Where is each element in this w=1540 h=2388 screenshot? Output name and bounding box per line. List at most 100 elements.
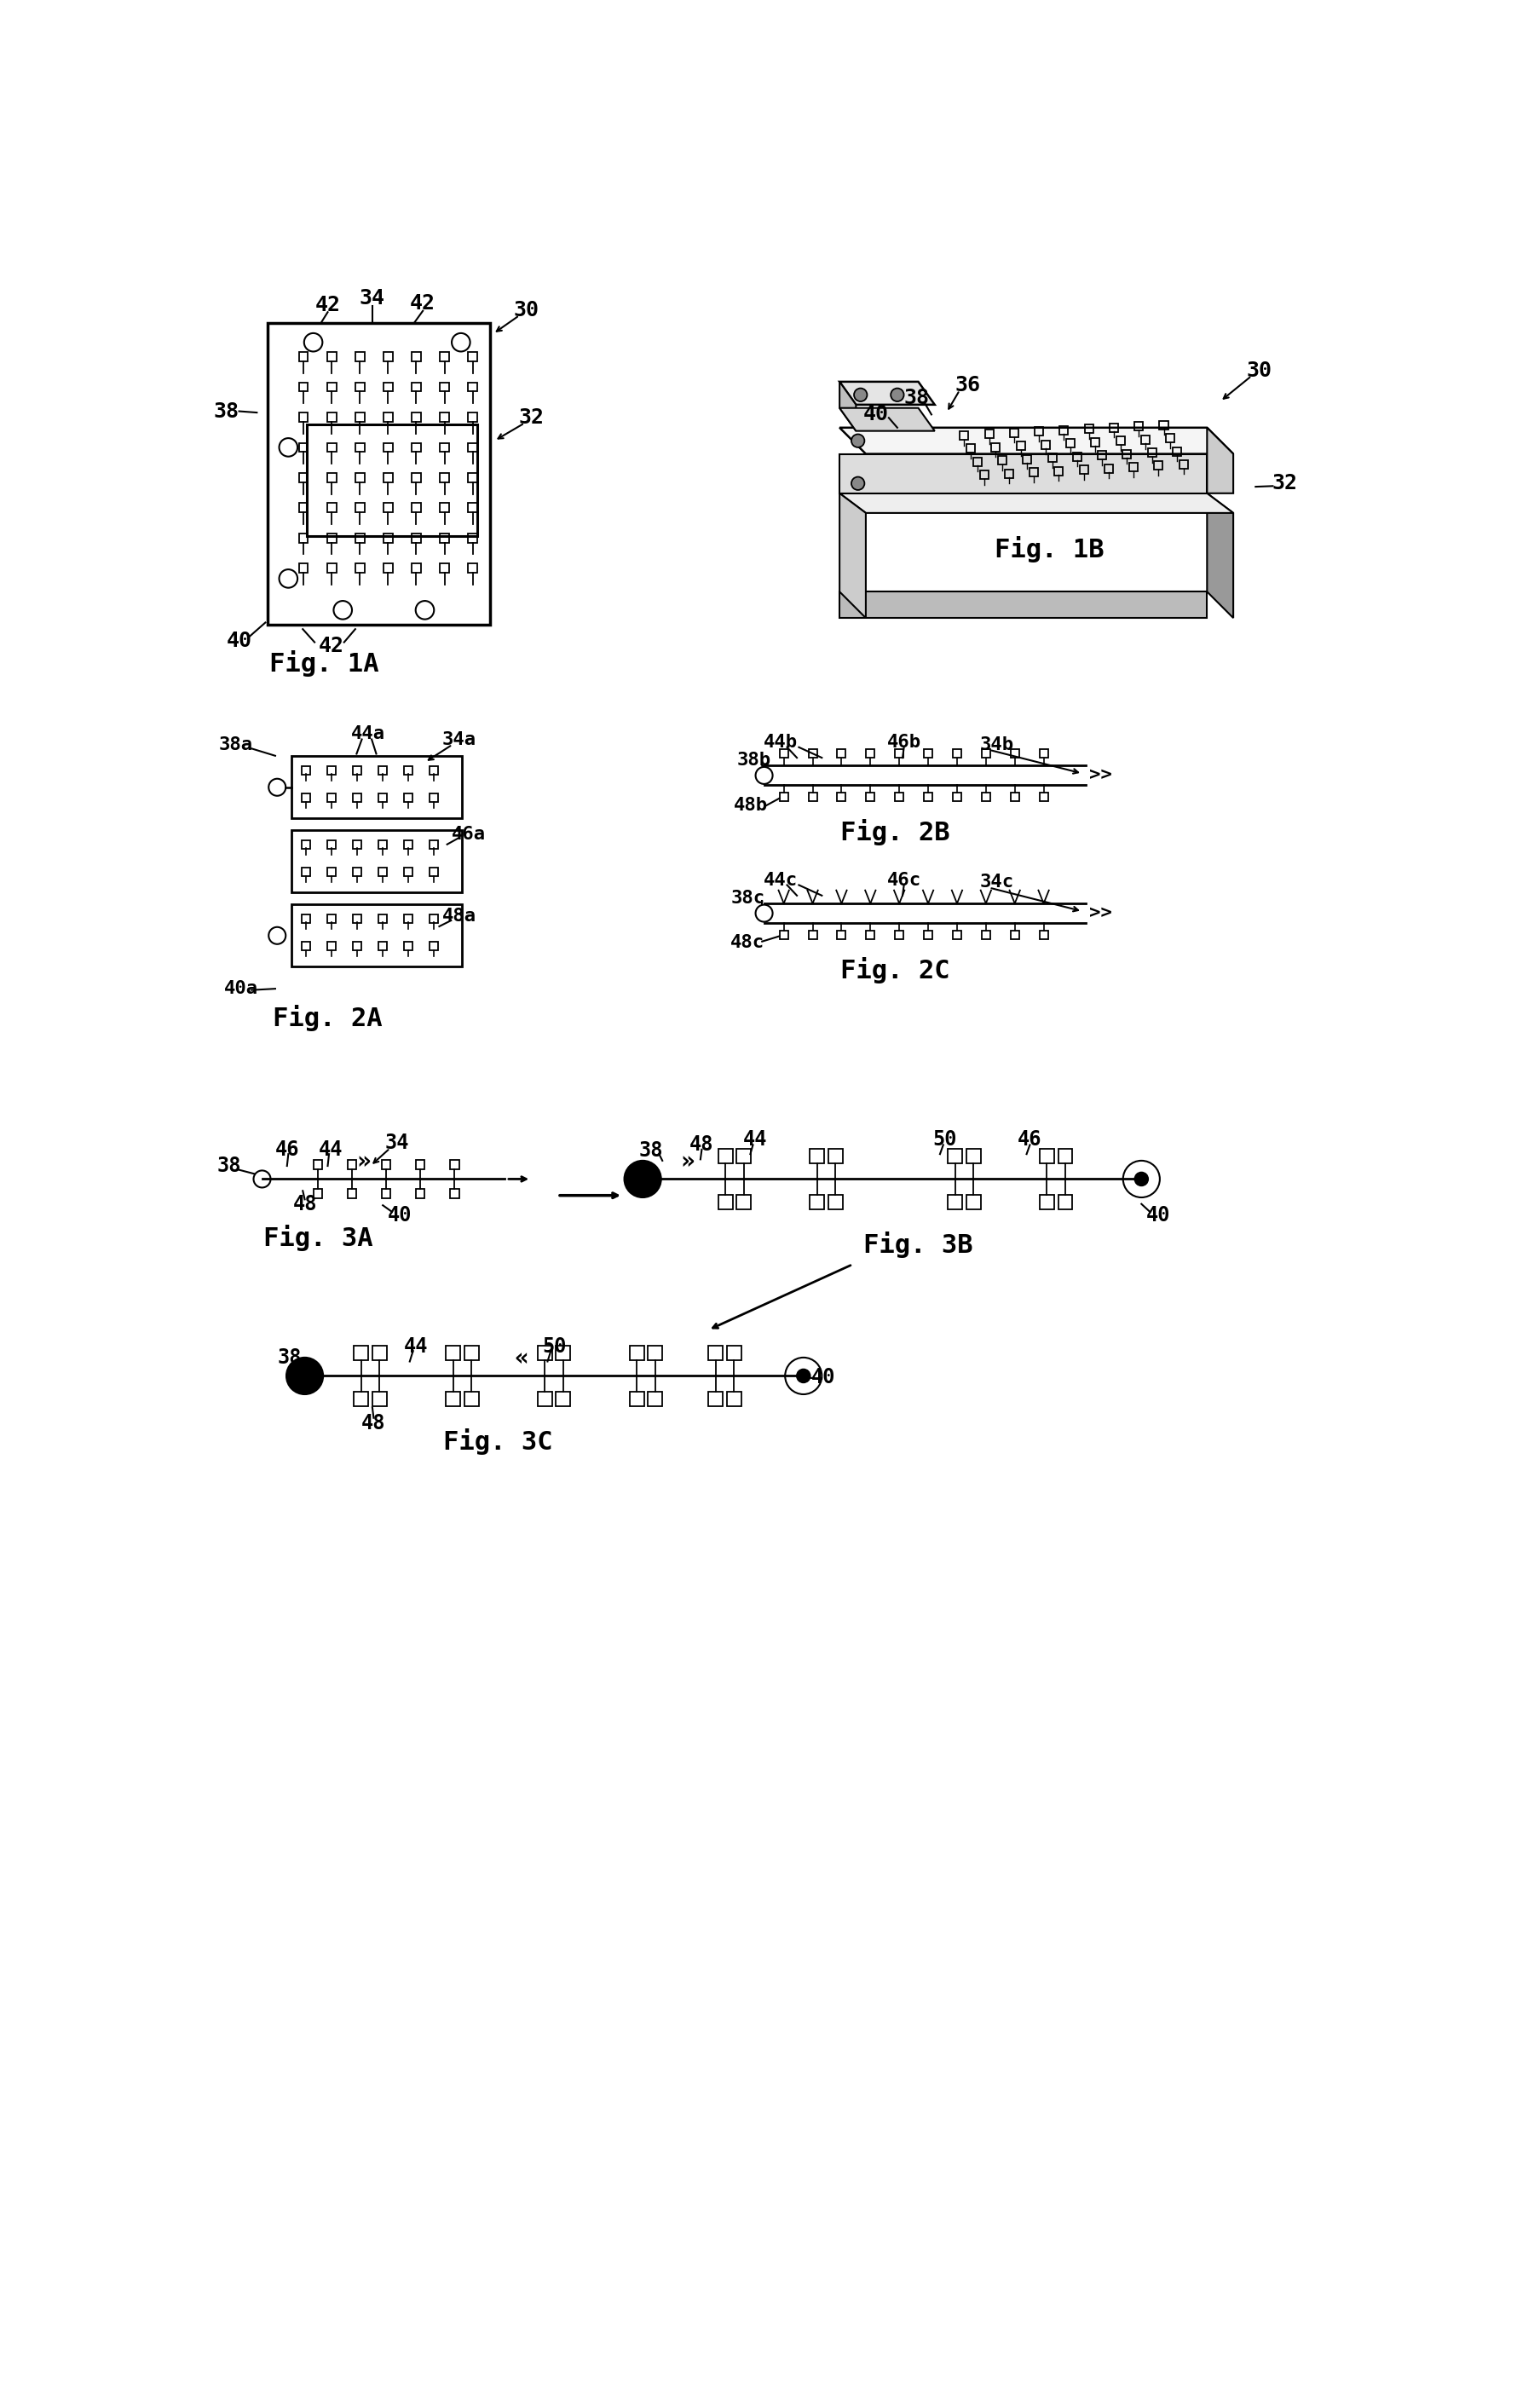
Text: Fig. 2B: Fig. 2B [839, 819, 950, 845]
Bar [411, 382, 420, 392]
Polygon shape [839, 382, 856, 430]
Text: »: » [356, 1151, 371, 1175]
Text: 48b: 48b [733, 798, 767, 814]
Bar [1123, 449, 1130, 458]
Bar [973, 458, 981, 466]
Bar [383, 351, 393, 361]
Text: Fig. 3B: Fig. 3B [862, 1232, 973, 1258]
Bar [302, 841, 310, 848]
Bar [990, 444, 999, 451]
Bar [326, 915, 336, 922]
Bar [356, 504, 365, 513]
Bar [727, 1347, 741, 1361]
Bar [379, 793, 387, 802]
Circle shape [852, 435, 864, 447]
Bar [1023, 454, 1030, 463]
Text: 50: 50 [542, 1337, 565, 1356]
Bar [383, 564, 393, 573]
Bar [468, 413, 477, 423]
Bar [1080, 466, 1087, 473]
Bar [648, 1347, 662, 1361]
Bar [302, 767, 310, 774]
Bar [1060, 425, 1067, 435]
Bar [1040, 750, 1047, 757]
Bar [353, 915, 362, 922]
Bar [1053, 466, 1063, 475]
Text: 40: 40 [388, 1206, 411, 1225]
Bar [302, 915, 310, 922]
Bar [440, 504, 448, 513]
Bar [302, 941, 310, 950]
Bar [383, 442, 393, 451]
Text: Fig. 2C: Fig. 2C [839, 958, 950, 984]
Bar [354, 1347, 368, 1361]
Bar [450, 1161, 459, 1170]
Bar [411, 442, 420, 451]
Bar [1066, 439, 1075, 447]
Bar [468, 442, 477, 451]
Bar [411, 413, 420, 423]
Text: 40a: 40a [223, 979, 259, 998]
Bar [1010, 931, 1018, 938]
Text: >>: >> [1089, 767, 1112, 783]
Bar [959, 432, 969, 439]
Circle shape [853, 389, 867, 401]
Bar [346, 1189, 356, 1199]
Bar [924, 931, 932, 938]
Bar [383, 473, 393, 482]
Bar [299, 533, 308, 542]
Bar [302, 867, 310, 876]
Text: 46c: 46c [887, 872, 921, 888]
Bar [979, 470, 987, 480]
Bar [440, 413, 448, 423]
Polygon shape [839, 408, 935, 430]
Bar [403, 867, 413, 876]
Bar [326, 941, 336, 950]
Bar [326, 767, 336, 774]
Bar [411, 473, 420, 482]
Bar [966, 1194, 979, 1208]
Text: 34b: 34b [979, 736, 1013, 752]
Bar [411, 564, 420, 573]
Bar [468, 504, 477, 513]
Bar [556, 1392, 570, 1407]
Bar [1158, 420, 1167, 430]
Bar [895, 750, 902, 757]
Circle shape [279, 568, 297, 587]
Bar [966, 1149, 979, 1163]
Text: 42: 42 [319, 635, 343, 657]
Bar [736, 1194, 750, 1208]
Circle shape [755, 905, 772, 922]
Bar [430, 793, 437, 802]
Bar [865, 931, 875, 938]
Bar [1058, 1149, 1072, 1163]
Text: 46a: 46a [451, 826, 485, 843]
Text: 38: 38 [904, 387, 929, 408]
Text: 46b: 46b [887, 733, 921, 752]
Polygon shape [1206, 427, 1232, 494]
Bar [326, 533, 336, 542]
Polygon shape [1206, 494, 1232, 618]
Bar [1040, 931, 1047, 938]
Bar [411, 504, 420, 513]
Bar [1166, 435, 1173, 442]
Text: 48: 48 [293, 1194, 317, 1213]
Polygon shape [839, 494, 1232, 513]
Bar [836, 793, 845, 802]
Text: 40: 40 [810, 1366, 835, 1387]
Bar [708, 1392, 722, 1407]
Bar [865, 750, 875, 757]
Bar [947, 1194, 962, 1208]
Bar [1004, 470, 1013, 478]
Bar [403, 941, 413, 950]
Text: 44: 44 [319, 1139, 343, 1161]
Bar [326, 504, 336, 513]
Bar [810, 1194, 824, 1208]
Bar [440, 473, 448, 482]
Bar [299, 351, 308, 361]
Bar [450, 1189, 459, 1199]
Bar [382, 1161, 391, 1170]
Bar [356, 351, 365, 361]
Circle shape [1135, 1173, 1147, 1184]
Bar [630, 1347, 644, 1361]
